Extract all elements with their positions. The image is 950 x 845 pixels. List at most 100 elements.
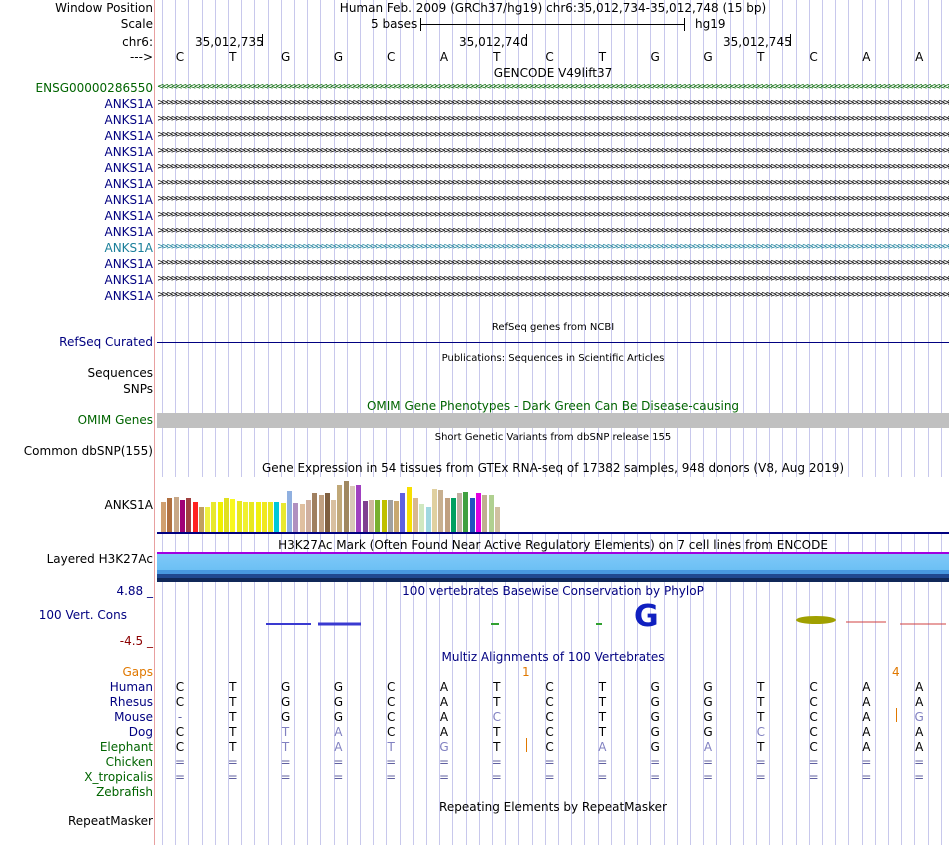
gtex-tissue-bar[interactable] — [287, 491, 292, 532]
refseq-track[interactable] — [157, 342, 949, 343]
gtex-tissue-bar[interactable] — [192, 502, 198, 532]
gtex-tissue-bar[interactable] — [343, 481, 349, 532]
gtex-tissue-bar[interactable] — [261, 502, 267, 532]
sequences-label[interactable]: Sequences — [87, 366, 153, 380]
gtex-tissue-bar[interactable] — [186, 498, 192, 532]
gtex-tissue-bar[interactable] — [224, 498, 229, 532]
species-label[interactable]: Mouse — [114, 710, 153, 724]
gtex-chart[interactable] — [157, 477, 949, 532]
gtex-tissue-bar[interactable] — [179, 500, 185, 532]
h3k27ac-label[interactable]: Layered H3K27Ac — [46, 552, 153, 566]
gtex-tissue-bar[interactable] — [350, 486, 355, 532]
transcript-track[interactable]: >>>>>>>>>>>>>>>>>>>>>>>>>>>>>>>>>>>>>>>>… — [157, 259, 949, 268]
transcript-track[interactable]: >>>>>>>>>>>>>>>>>>>>>>>>>>>>>>>>>>>>>>>>… — [157, 275, 949, 284]
transcript-track[interactable]: >>>>>>>>>>>>>>>>>>>>>>>>>>>>>>>>>>>>>>>>… — [157, 291, 949, 300]
phylop-logo[interactable]: G — [156, 600, 950, 640]
gtex-tissue-bar[interactable] — [268, 502, 274, 532]
gtex-tissue-bar[interactable] — [375, 500, 381, 532]
transcript-label[interactable]: ANKS1A — [104, 161, 153, 175]
gtex-tissue-bar[interactable] — [425, 507, 431, 532]
gtex-tissue-bar[interactable] — [381, 500, 387, 532]
species-label[interactable]: Elephant — [99, 740, 153, 754]
gtex-tissue-bar[interactable] — [368, 500, 374, 532]
gtex-tissue-bar[interactable] — [324, 493, 330, 532]
gtex-tissue-bar[interactable] — [406, 487, 412, 532]
gtex-tissue-bar[interactable] — [476, 493, 481, 532]
species-label[interactable]: Dog — [128, 725, 153, 739]
gtex-tissue-bar[interactable] — [450, 498, 456, 532]
omim-label[interactable]: OMIM Genes — [77, 413, 153, 427]
transcript-track[interactable]: >>>>>>>>>>>>>>>>>>>>>>>>>>>>>>>>>>>>>>>>… — [157, 211, 949, 220]
gtex-tissue-bar[interactable] — [249, 502, 255, 532]
transcript-label[interactable]: ANKS1A — [104, 225, 153, 239]
gtex-tissue-bar[interactable] — [337, 485, 343, 532]
gtex-tissue-bar[interactable] — [457, 493, 463, 532]
gtex-tissue-bar[interactable] — [419, 504, 425, 532]
species-label[interactable]: X_tropicalis — [84, 770, 153, 784]
dbsnp-label[interactable]: Common dbSNP(155) — [23, 444, 153, 458]
gtex-tissue-bar[interactable] — [230, 499, 236, 532]
gtex-tissue-bar[interactable] — [236, 501, 242, 532]
gtex-tissue-bar[interactable] — [463, 492, 469, 532]
species-label[interactable]: Chicken — [105, 755, 153, 769]
gtex-tissue-bar[interactable] — [305, 500, 311, 532]
gtex-tissue-bar[interactable] — [469, 498, 475, 532]
transcript-label[interactable]: ANKS1A — [104, 129, 153, 143]
gtex-tissue-bar[interactable] — [161, 502, 166, 532]
snps-label[interactable]: SNPs — [123, 382, 153, 396]
gtex-tissue-bar[interactable] — [280, 503, 286, 532]
species-label[interactable]: Zebrafish — [96, 785, 153, 799]
gtex-tissue-bar[interactable] — [211, 502, 217, 532]
gtex-tissue-bar[interactable] — [356, 485, 362, 532]
phylop-label[interactable]: 100 Vert. Cons — [38, 608, 127, 622]
repeatmasker-label[interactable]: RepeatMasker — [67, 814, 153, 828]
gtex-tissue-bar[interactable] — [362, 501, 368, 532]
gtex-tissue-bar[interactable] — [318, 495, 324, 532]
transcript-label[interactable]: ANKS1A — [104, 273, 153, 287]
gtex-tissue-bar[interactable] — [293, 503, 299, 532]
transcript-label[interactable]: ANKS1A — [104, 113, 153, 127]
h3k27ac-signal[interactable] — [157, 552, 949, 582]
gtex-tissue-bar[interactable] — [242, 502, 248, 532]
transcript-label[interactable]: ANKS1A — [104, 209, 153, 223]
refseq-label[interactable]: RefSeq Curated — [59, 335, 153, 349]
species-label[interactable]: Human — [109, 680, 153, 694]
gtex-tissue-bar[interactable] — [274, 502, 280, 532]
gtex-tissue-bar[interactable] — [494, 507, 500, 532]
transcript-track[interactable]: >>>>>>>>>>>>>>>>>>>>>>>>>>>>>>>>>>>>>>>>… — [157, 131, 949, 140]
gtex-label[interactable]: ANKS1A — [104, 498, 153, 512]
transcript-label[interactable]: ANKS1A — [104, 97, 153, 111]
gtex-tissue-bar[interactable] — [255, 502, 261, 532]
transcript-track[interactable]: >>>>>>>>>>>>>>>>>>>>>>>>>>>>>>>>>>>>>>>>… — [157, 179, 949, 188]
gtex-tissue-bar[interactable] — [413, 498, 418, 532]
gtex-tissue-bar[interactable] — [217, 502, 223, 532]
gtex-tissue-bar[interactable] — [173, 497, 179, 532]
gtex-tissue-bar[interactable] — [444, 498, 450, 532]
gtex-tissue-bar[interactable] — [431, 489, 437, 532]
gtex-tissue-bar[interactable] — [387, 500, 393, 532]
gtex-tissue-bar[interactable] — [198, 507, 204, 532]
transcript-label[interactable]: ANKS1A — [104, 257, 153, 271]
transcript-track[interactable]: >>>>>>>>>>>>>>>>>>>>>>>>>>>>>>>>>>>>>>>>… — [157, 195, 949, 204]
transcript-track[interactable]: >>>>>>>>>>>>>>>>>>>>>>>>>>>>>>>>>>>>>>>>… — [157, 163, 949, 172]
omim-bar[interactable] — [157, 413, 949, 428]
species-label[interactable]: Rhesus — [109, 695, 153, 709]
gtex-tissue-bar[interactable] — [394, 501, 400, 532]
transcript-label[interactable]: ANKS1A — [104, 145, 153, 159]
transcript-track[interactable]: >>>>>>>>>>>>>>>>>>>>>>>>>>>>>>>>>>>>>>>>… — [157, 243, 949, 252]
gtex-tissue-bar[interactable] — [205, 507, 211, 532]
transcript-track[interactable]: >>>>>>>>>>>>>>>>>>>>>>>>>>>>>>>>>>>>>>>>… — [157, 227, 949, 236]
gtex-tissue-bar[interactable] — [299, 504, 305, 532]
gtex-tissue-bar[interactable] — [312, 493, 318, 532]
transcript-label[interactable]: ANKS1A — [104, 177, 153, 191]
gene-ensg-track[interactable]: <<<<<<<<<<<<<<<<<<<<<<<<<<<<<<<<<<<<<<<<… — [157, 83, 949, 92]
transcript-label[interactable]: ANKS1A — [104, 193, 153, 207]
transcript-track[interactable]: >>>>>>>>>>>>>>>>>>>>>>>>>>>>>>>>>>>>>>>>… — [157, 99, 949, 108]
gtex-tissue-bar[interactable] — [331, 500, 337, 532]
gtex-tissue-bar[interactable] — [400, 493, 406, 532]
transcript-track[interactable]: >>>>>>>>>>>>>>>>>>>>>>>>>>>>>>>>>>>>>>>>… — [157, 147, 949, 156]
gtex-tissue-bar[interactable] — [167, 498, 173, 532]
gtex-tissue-bar[interactable] — [488, 495, 494, 532]
gtex-tissue-bar[interactable] — [438, 490, 444, 532]
